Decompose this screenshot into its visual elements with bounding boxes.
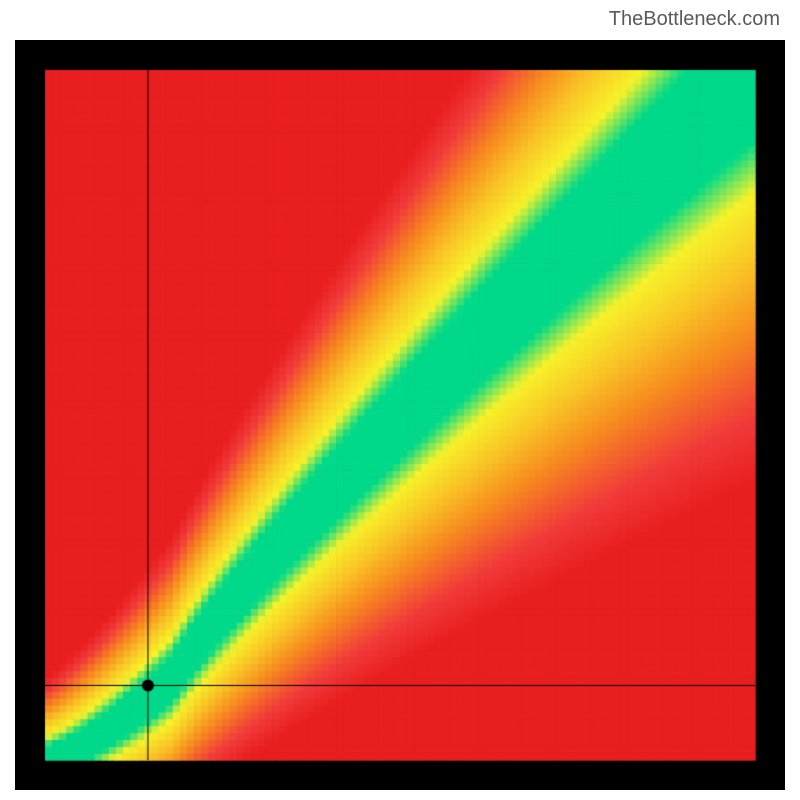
watermark-text: TheBottleneck.com <box>609 8 780 31</box>
bottleneck-heatmap <box>15 40 785 790</box>
heatmap-canvas <box>15 40 785 790</box>
